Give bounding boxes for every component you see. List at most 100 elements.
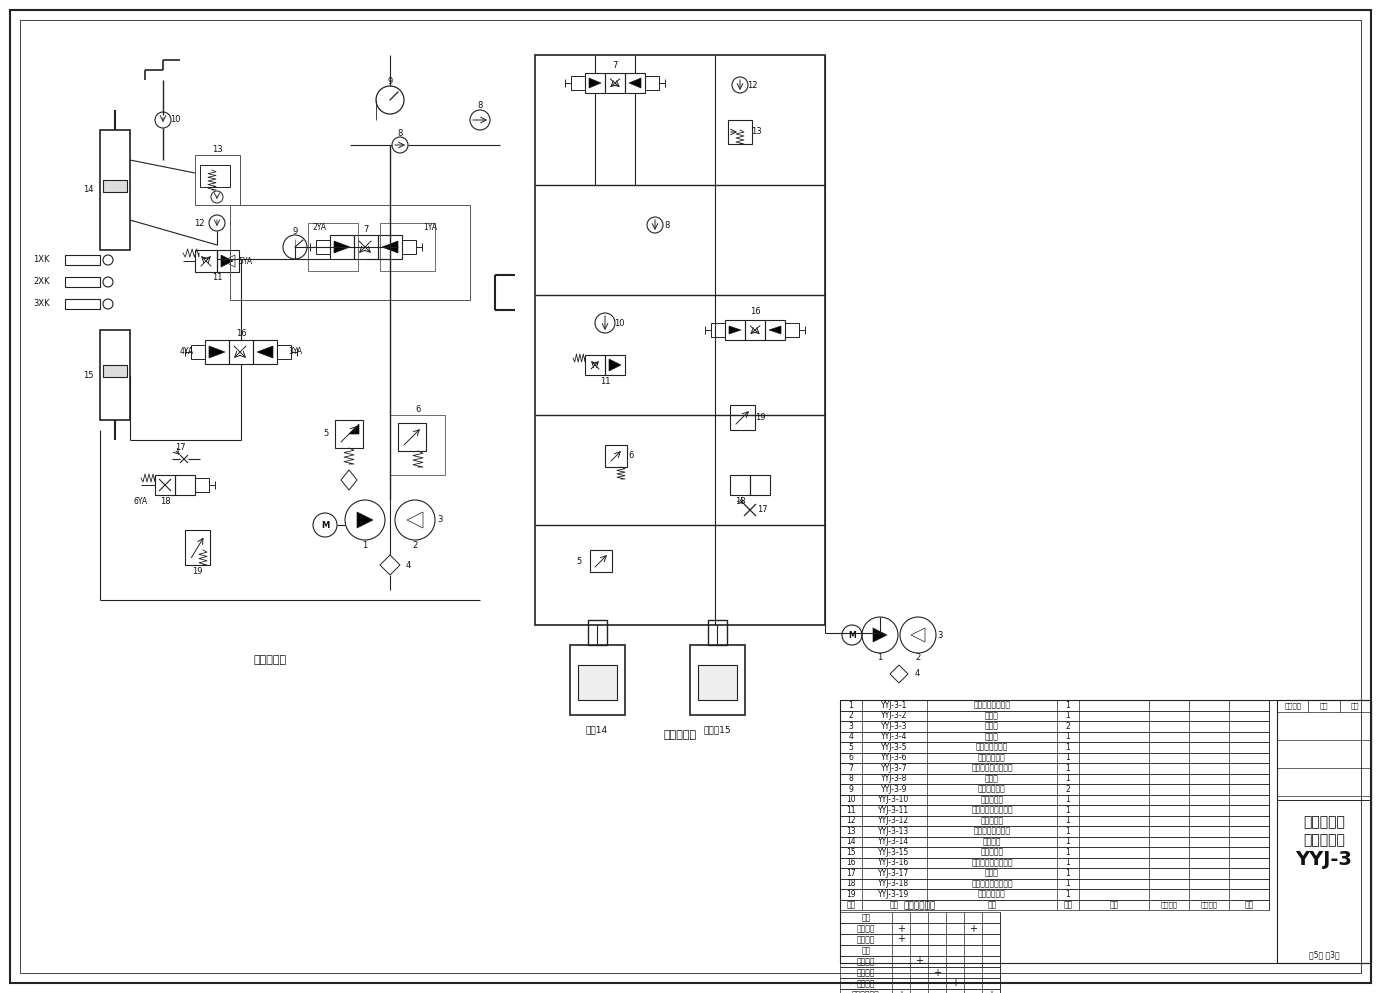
Text: 下缸快退: 下缸快退 bbox=[856, 979, 876, 988]
Text: YYJ-3-19: YYJ-3-19 bbox=[878, 890, 910, 899]
Text: 比例: 比例 bbox=[1351, 703, 1359, 709]
Bar bbox=[195, 478, 209, 492]
Bar bbox=[231, 205, 470, 300]
Text: 3XK: 3XK bbox=[33, 300, 50, 309]
Text: YYJ-3-6: YYJ-3-6 bbox=[881, 754, 907, 763]
Text: +: + bbox=[969, 923, 976, 933]
Bar bbox=[65, 255, 99, 265]
Bar bbox=[697, 665, 737, 700]
Text: 下边弹动拉件: 下边弹动拉件 bbox=[852, 990, 880, 993]
Bar bbox=[840, 956, 1000, 967]
Text: 3: 3 bbox=[938, 631, 943, 639]
Bar bbox=[840, 742, 1269, 753]
Text: +: + bbox=[916, 956, 923, 966]
Text: 9: 9 bbox=[848, 784, 853, 793]
Bar bbox=[840, 805, 1269, 815]
Bar bbox=[840, 912, 1000, 923]
Text: 电磁驱动作表: 电磁驱动作表 bbox=[905, 902, 936, 911]
Text: 17: 17 bbox=[847, 869, 856, 878]
Text: YYJ-3-12: YYJ-3-12 bbox=[878, 816, 910, 825]
Text: 1: 1 bbox=[1066, 858, 1070, 867]
Text: 8: 8 bbox=[398, 128, 403, 137]
Text: 1: 1 bbox=[1066, 848, 1070, 857]
Bar bbox=[398, 423, 425, 451]
Polygon shape bbox=[873, 628, 887, 642]
Text: 8: 8 bbox=[849, 775, 853, 783]
Text: 16: 16 bbox=[750, 308, 761, 317]
Text: 电动机: 电动机 bbox=[985, 722, 998, 731]
Text: 上缸快走: 上缸快走 bbox=[856, 924, 876, 933]
Bar bbox=[99, 330, 130, 420]
Text: YYJ-3-16: YYJ-3-16 bbox=[878, 858, 910, 867]
Text: 顶出液压缸: 顶出液压缸 bbox=[981, 848, 1004, 857]
Bar bbox=[155, 475, 175, 495]
Text: 1: 1 bbox=[1066, 732, 1070, 741]
Text: 11: 11 bbox=[847, 805, 856, 814]
Polygon shape bbox=[628, 78, 641, 88]
Bar bbox=[840, 900, 1269, 910]
Bar bbox=[840, 784, 1269, 794]
Bar bbox=[1277, 700, 1371, 963]
Bar bbox=[579, 665, 617, 700]
Bar bbox=[840, 763, 1269, 774]
Bar bbox=[65, 299, 99, 309]
Bar bbox=[380, 223, 435, 271]
Text: 8: 8 bbox=[664, 220, 670, 229]
Text: YYJ-3-10: YYJ-3-10 bbox=[878, 795, 910, 804]
Text: 滤油器: 滤油器 bbox=[985, 732, 998, 741]
Text: 序号: 序号 bbox=[847, 901, 856, 910]
Text: 13: 13 bbox=[211, 146, 222, 155]
Text: 1YA: 1YA bbox=[423, 222, 436, 231]
Text: +: + bbox=[898, 989, 905, 993]
Text: 内控外泄式顺序阀: 内控外泄式顺序阀 bbox=[974, 827, 1011, 836]
Bar bbox=[750, 475, 771, 495]
Bar bbox=[840, 700, 1269, 711]
Text: 5: 5 bbox=[323, 430, 329, 439]
Text: 1: 1 bbox=[1066, 827, 1070, 836]
Text: 电接触压力表: 电接触压力表 bbox=[978, 784, 1005, 793]
Text: 1: 1 bbox=[1066, 754, 1070, 763]
Bar bbox=[840, 868, 1269, 879]
Text: 叠加回路图: 叠加回路图 bbox=[663, 730, 696, 740]
Text: YYJ-3-5: YYJ-3-5 bbox=[881, 743, 907, 752]
Text: 5YA: 5YA bbox=[238, 256, 253, 265]
Bar bbox=[402, 240, 416, 254]
Text: 6: 6 bbox=[416, 404, 421, 413]
Text: 3: 3 bbox=[438, 515, 443, 524]
Bar bbox=[590, 550, 612, 572]
Text: 2YA: 2YA bbox=[313, 222, 327, 231]
Bar bbox=[570, 76, 586, 90]
Text: 12: 12 bbox=[195, 218, 204, 227]
Text: 17: 17 bbox=[174, 443, 185, 452]
Text: 1: 1 bbox=[1066, 775, 1070, 783]
Bar bbox=[185, 530, 210, 565]
Bar bbox=[840, 836, 1269, 847]
Text: 7: 7 bbox=[848, 764, 853, 773]
Text: 名称: 名称 bbox=[987, 901, 997, 910]
Bar bbox=[725, 320, 744, 340]
Text: YYJ-3-17: YYJ-3-17 bbox=[878, 869, 910, 878]
Text: 3: 3 bbox=[848, 722, 853, 731]
Text: 7: 7 bbox=[363, 224, 369, 233]
Bar bbox=[840, 794, 1269, 805]
Bar bbox=[1277, 800, 1371, 963]
Text: +: + bbox=[898, 934, 905, 944]
Text: YYJ-3-7: YYJ-3-7 bbox=[881, 764, 907, 773]
Text: 5: 5 bbox=[577, 556, 581, 565]
Text: 下缸工进: 下缸工进 bbox=[856, 968, 876, 977]
Bar bbox=[728, 120, 753, 144]
Text: 原位: 原位 bbox=[862, 913, 870, 922]
Bar bbox=[840, 711, 1269, 721]
Text: 6: 6 bbox=[628, 452, 634, 461]
Bar bbox=[330, 235, 354, 259]
Text: 11: 11 bbox=[599, 376, 610, 385]
Text: 7: 7 bbox=[612, 61, 617, 70]
Bar bbox=[840, 967, 1000, 978]
Text: 材料: 材料 bbox=[1109, 901, 1119, 910]
Text: 1: 1 bbox=[1066, 879, 1070, 889]
Bar bbox=[586, 73, 605, 93]
Bar bbox=[588, 620, 608, 645]
Bar bbox=[104, 365, 127, 377]
Bar bbox=[840, 978, 1000, 989]
Bar bbox=[278, 345, 291, 359]
